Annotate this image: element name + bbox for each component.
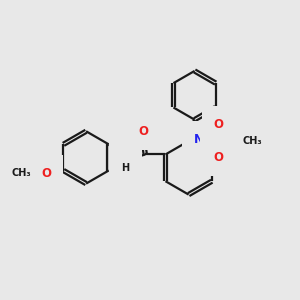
Text: CH₃: CH₃	[12, 169, 31, 178]
Text: H: H	[122, 163, 130, 172]
Text: CH₃: CH₃	[243, 136, 262, 146]
Text: O: O	[213, 151, 224, 164]
Text: O: O	[213, 118, 224, 131]
Text: N: N	[121, 152, 130, 164]
Text: N: N	[194, 133, 204, 146]
Text: O: O	[138, 125, 148, 138]
Text: S: S	[214, 135, 223, 148]
Text: O: O	[41, 167, 52, 180]
